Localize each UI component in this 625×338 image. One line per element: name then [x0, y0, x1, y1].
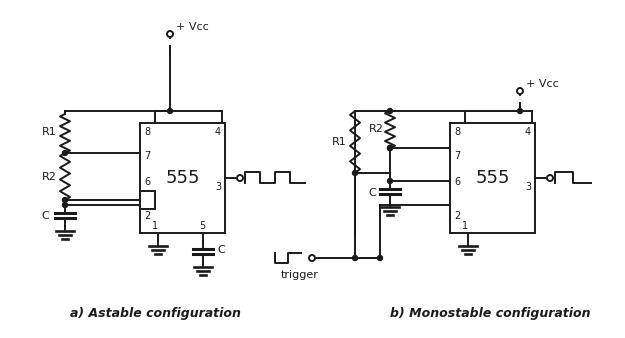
Circle shape — [352, 256, 357, 261]
Circle shape — [62, 150, 68, 155]
Text: 1: 1 — [462, 221, 468, 231]
Circle shape — [237, 175, 243, 181]
Text: 6: 6 — [454, 177, 460, 187]
Text: R2: R2 — [41, 171, 56, 182]
Text: R2: R2 — [369, 124, 384, 135]
Circle shape — [547, 175, 553, 181]
Bar — [140, 123, 225, 233]
Text: 7: 7 — [144, 151, 150, 161]
Circle shape — [309, 255, 315, 261]
Circle shape — [167, 31, 173, 37]
Text: + Vcc: + Vcc — [176, 22, 209, 32]
Text: 5: 5 — [199, 221, 205, 231]
Text: 6: 6 — [144, 177, 150, 187]
Text: 2: 2 — [454, 211, 460, 221]
Circle shape — [168, 108, 172, 114]
Circle shape — [388, 145, 392, 150]
Text: 2: 2 — [144, 211, 150, 221]
Text: trigger: trigger — [281, 270, 319, 280]
Text: R1: R1 — [332, 137, 346, 147]
Text: R1: R1 — [42, 127, 56, 137]
Text: 3: 3 — [525, 182, 531, 192]
Text: a) Astable configuration: a) Astable configuration — [69, 307, 241, 320]
Circle shape — [62, 197, 68, 202]
Text: 1: 1 — [152, 221, 158, 231]
Text: 7: 7 — [454, 151, 460, 161]
Circle shape — [378, 256, 382, 261]
Bar — [140, 191, 155, 209]
Circle shape — [388, 178, 392, 184]
Text: C: C — [368, 188, 376, 198]
Text: C: C — [41, 211, 49, 221]
Circle shape — [517, 88, 523, 94]
Text: 4: 4 — [215, 127, 221, 137]
Text: 555: 555 — [475, 169, 510, 187]
Text: 555: 555 — [165, 169, 200, 187]
Bar — [450, 123, 535, 233]
Text: 3: 3 — [215, 182, 221, 192]
Circle shape — [388, 145, 392, 150]
Circle shape — [352, 170, 357, 175]
Text: 8: 8 — [144, 127, 150, 137]
Circle shape — [388, 108, 392, 114]
Text: b) Monostable configuration: b) Monostable configuration — [390, 307, 590, 320]
Text: 4: 4 — [525, 127, 531, 137]
Text: + Vcc: + Vcc — [526, 79, 559, 89]
Circle shape — [518, 108, 522, 114]
Circle shape — [62, 202, 68, 208]
Text: 8: 8 — [454, 127, 460, 137]
Text: C: C — [217, 245, 225, 255]
